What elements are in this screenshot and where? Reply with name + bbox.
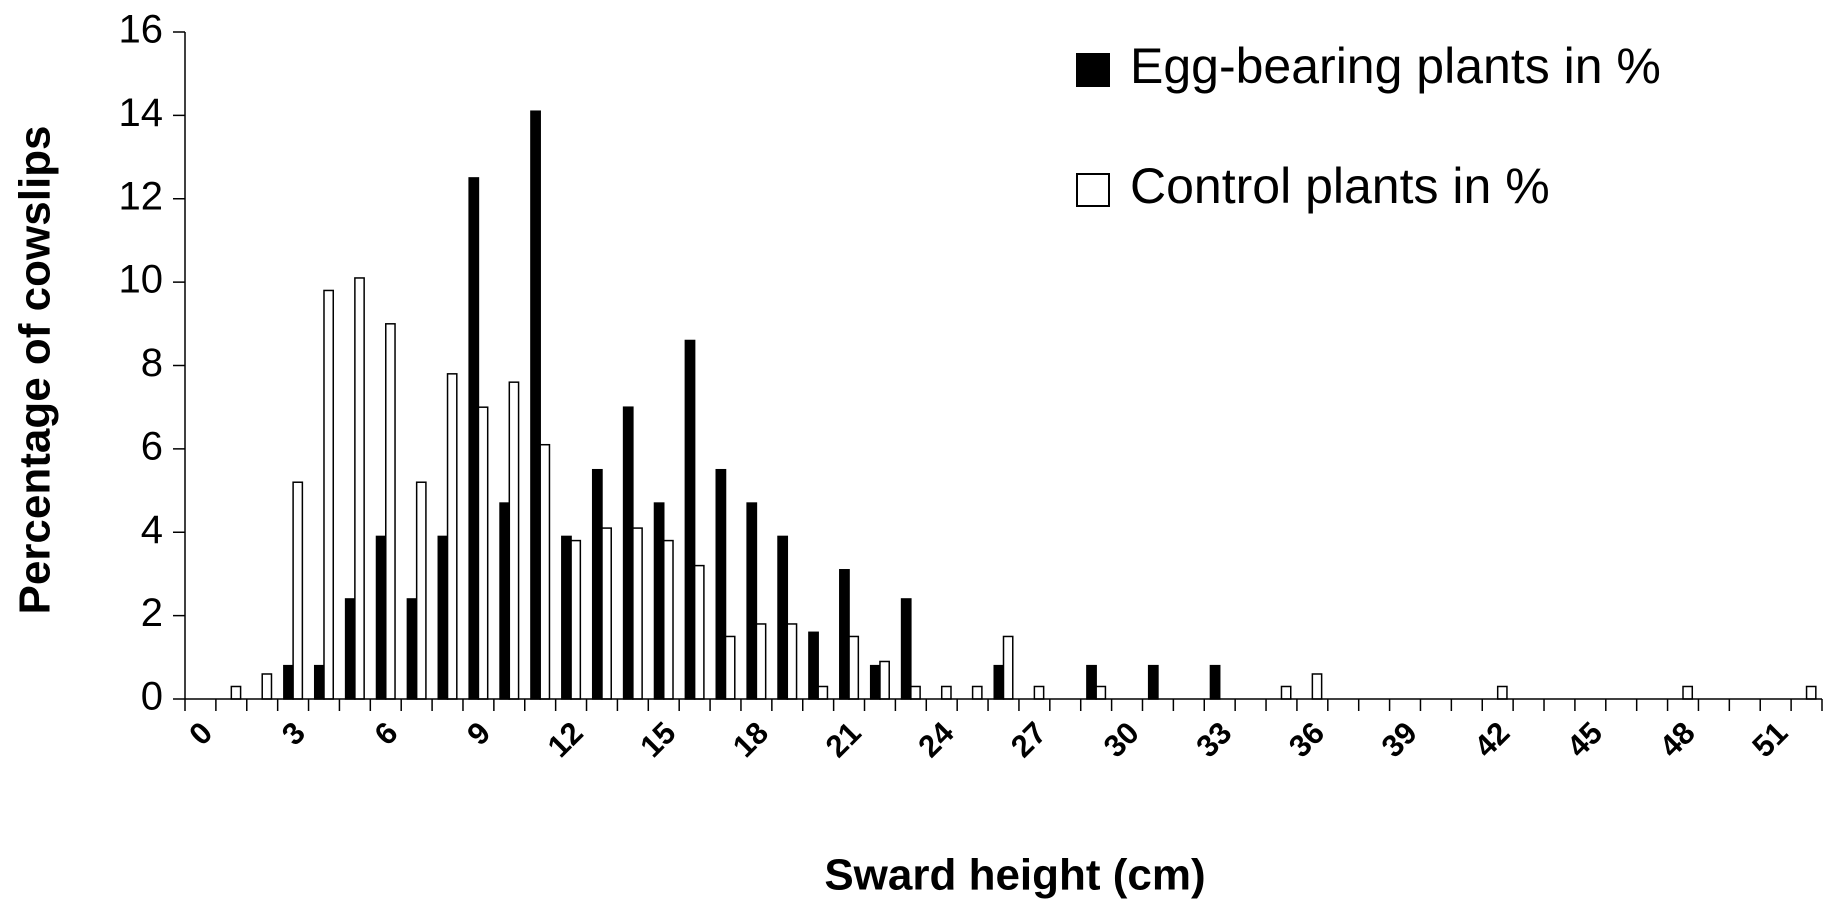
bar bbox=[591, 468, 603, 700]
legend-swatch bbox=[1076, 173, 1110, 207]
y-tick-label: 16 bbox=[119, 8, 164, 52]
x-tick-label: 3 bbox=[275, 715, 312, 752]
bar bbox=[468, 177, 480, 700]
x-tick-label: 51 bbox=[1745, 715, 1794, 764]
x-tick-label: 42 bbox=[1467, 715, 1516, 764]
x-tick-label: 18 bbox=[726, 715, 775, 764]
bar bbox=[313, 664, 325, 700]
bar bbox=[477, 406, 489, 700]
legend-label: Control plants in % bbox=[1130, 158, 1550, 214]
y-tick-label: 8 bbox=[141, 341, 163, 385]
bar bbox=[910, 685, 921, 700]
bar bbox=[817, 685, 829, 700]
bar bbox=[693, 564, 705, 700]
legend-label: Egg-bearing plants in % bbox=[1130, 38, 1661, 94]
bar bbox=[1209, 664, 1221, 700]
bar bbox=[808, 631, 819, 700]
y-tick-label: 4 bbox=[141, 508, 163, 552]
y-tick-label: 14 bbox=[119, 91, 164, 135]
bar bbox=[839, 569, 850, 700]
y-tick-label: 6 bbox=[141, 424, 163, 468]
bar bbox=[622, 406, 634, 700]
bar bbox=[1280, 685, 1292, 700]
y-tick-label: 10 bbox=[119, 258, 164, 302]
x-tick-label: 6 bbox=[368, 715, 405, 752]
bar bbox=[777, 535, 789, 700]
bar bbox=[375, 535, 387, 700]
bar bbox=[1311, 673, 1323, 700]
bar bbox=[662, 539, 674, 700]
y-tick-label: 0 bbox=[141, 675, 163, 719]
bar bbox=[715, 468, 727, 700]
bar bbox=[848, 635, 860, 700]
bar bbox=[684, 339, 696, 700]
x-axis-label: Sward height (cm) bbox=[824, 851, 1205, 900]
x-tick-label: 48 bbox=[1653, 715, 1702, 764]
bar bbox=[632, 527, 643, 700]
bar bbox=[415, 481, 427, 700]
x-tick-label: 36 bbox=[1282, 715, 1331, 764]
bar bbox=[354, 277, 365, 700]
bar bbox=[292, 481, 304, 700]
bar bbox=[1095, 685, 1107, 700]
y-tick-label: 2 bbox=[141, 591, 163, 635]
bar bbox=[570, 539, 582, 700]
bar bbox=[283, 664, 294, 700]
x-tick-label: 12 bbox=[541, 715, 590, 764]
bar bbox=[1496, 685, 1508, 700]
x-tick-label: 33 bbox=[1189, 715, 1238, 764]
bar bbox=[437, 535, 449, 700]
bar bbox=[1002, 635, 1014, 700]
bar bbox=[539, 443, 551, 700]
bar bbox=[755, 623, 767, 700]
x-tick-label: 15 bbox=[633, 715, 682, 764]
bar bbox=[1086, 664, 1097, 700]
y-tick-label: 12 bbox=[119, 174, 164, 218]
x-tick-label: 24 bbox=[911, 714, 961, 764]
bar bbox=[869, 664, 881, 700]
bar bbox=[230, 685, 242, 700]
bar bbox=[940, 685, 952, 700]
bar bbox=[561, 535, 572, 700]
bar bbox=[446, 373, 458, 700]
bar bbox=[1033, 685, 1045, 700]
x-tick-label: 30 bbox=[1097, 715, 1146, 764]
x-tick-label: 9 bbox=[460, 715, 497, 752]
bar bbox=[601, 527, 612, 700]
bar bbox=[993, 664, 1005, 700]
bar bbox=[508, 381, 520, 700]
bar bbox=[653, 502, 665, 700]
bar bbox=[385, 323, 396, 700]
bar bbox=[261, 673, 273, 700]
bar bbox=[499, 502, 511, 700]
legend-swatch bbox=[1076, 53, 1110, 87]
bar bbox=[879, 660, 890, 700]
bar bbox=[971, 685, 983, 700]
bar bbox=[1805, 685, 1817, 700]
bar bbox=[724, 635, 736, 700]
y-axis-label: Percentage of cowslips bbox=[11, 125, 60, 614]
bar bbox=[900, 598, 912, 700]
bar bbox=[406, 598, 418, 700]
bar bbox=[530, 110, 541, 700]
bar bbox=[786, 623, 798, 700]
bar bbox=[323, 289, 335, 700]
x-tick-label: 21 bbox=[819, 715, 868, 764]
bar bbox=[746, 502, 758, 700]
x-tick-label: 0 bbox=[182, 715, 219, 752]
bar bbox=[344, 598, 356, 700]
x-tick-label: 45 bbox=[1560, 715, 1609, 764]
bar bbox=[1682, 685, 1694, 700]
x-tick-label: 39 bbox=[1375, 715, 1424, 764]
bar bbox=[1147, 664, 1159, 700]
x-tick-label: 27 bbox=[1004, 715, 1053, 764]
